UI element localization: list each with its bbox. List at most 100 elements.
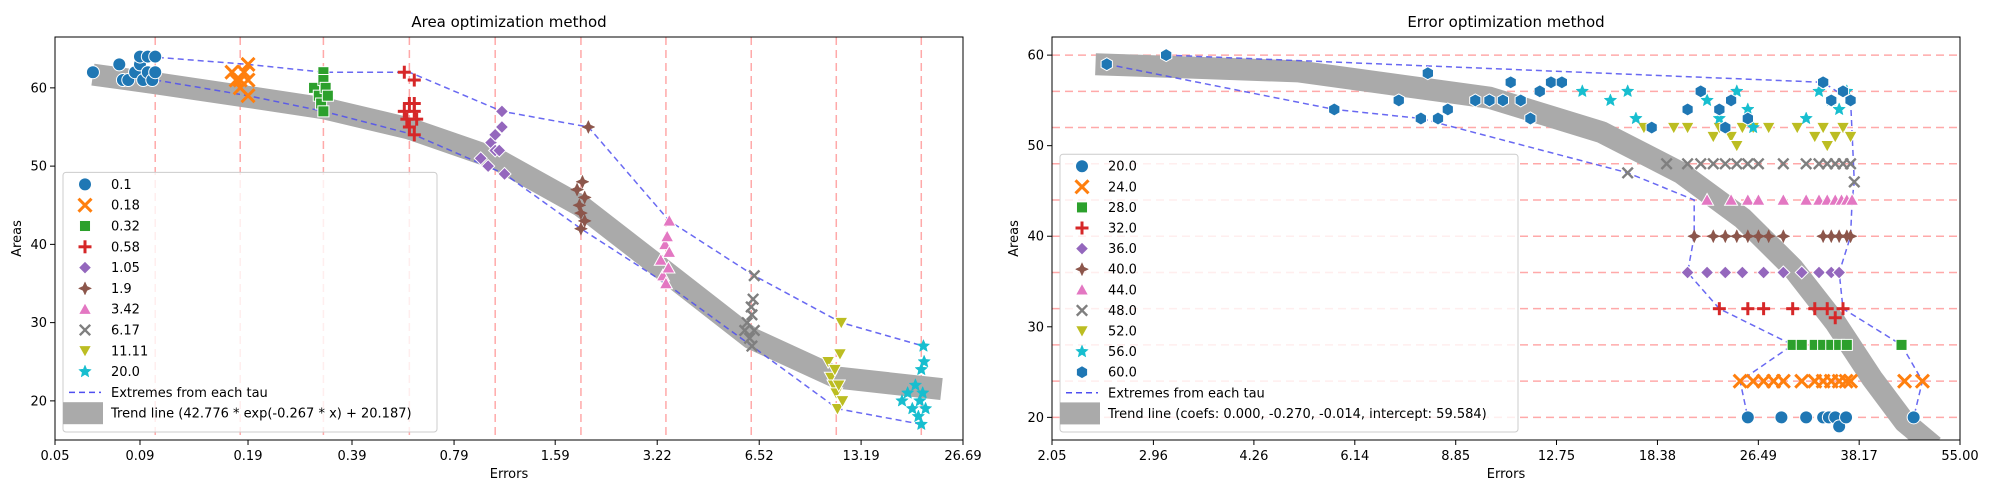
data-point <box>573 221 589 236</box>
axes-frame <box>54 36 964 441</box>
series-10 <box>1575 84 1854 134</box>
data-point <box>908 378 923 392</box>
data-point <box>1815 121 1831 136</box>
y-tick-label: 60 <box>1027 49 1044 64</box>
data-point <box>1328 102 1341 117</box>
data-point <box>914 362 929 376</box>
data-point <box>1906 410 1921 425</box>
data-point <box>1751 192 1766 206</box>
x-tick-label: 3.22 <box>643 449 672 464</box>
series-10 <box>895 338 933 431</box>
data-point <box>1700 93 1714 107</box>
legend-label: 36.0 <box>1108 242 1137 257</box>
data-point <box>402 120 416 134</box>
data-point <box>1666 121 1682 136</box>
x-tick-label: 13.19 <box>842 449 879 464</box>
data-point <box>835 395 850 409</box>
data-point <box>1575 84 1590 98</box>
data-point <box>1799 410 1814 425</box>
y-tick-label: 30 <box>1027 320 1044 335</box>
x-axis: 2.05 2.96 4.26 6.14 8.85 12.75 18.38 26.49 38.17… <box>1038 440 1979 464</box>
data-point <box>1555 75 1568 90</box>
x-tick-label: 18.38 <box>1639 449 1676 464</box>
data-point <box>1741 302 1755 316</box>
legend-label: 48.0 <box>1108 304 1137 319</box>
legend-marker <box>77 281 93 296</box>
data-point <box>831 379 847 393</box>
data-point <box>1756 265 1771 280</box>
data-point <box>575 174 590 189</box>
data-point <box>1843 229 1858 244</box>
data-point <box>569 182 585 197</box>
data-point <box>1761 121 1777 136</box>
data-point <box>1706 229 1721 244</box>
plot-area <box>1052 48 1960 440</box>
series-11 <box>1100 48 1857 135</box>
legend-marker <box>1075 344 1089 358</box>
data-point <box>1421 66 1434 81</box>
legend-label: 28.0 <box>1108 201 1137 216</box>
data-point <box>1820 302 1834 316</box>
data-point <box>236 64 252 80</box>
data-point <box>1844 157 1857 170</box>
legend-label: Trend line (42.776 * exp(-0.267 * x) + 2… <box>110 407 412 422</box>
series-1 <box>1740 410 1921 434</box>
data-point <box>1729 229 1744 244</box>
data-point <box>85 65 100 80</box>
x-tick-label: 6.52 <box>745 449 774 464</box>
data-point <box>1687 229 1702 244</box>
data-point <box>661 244 677 258</box>
data-point <box>1752 157 1765 170</box>
data-point <box>1794 373 1810 389</box>
trend-line <box>91 63 943 401</box>
data-point <box>112 57 127 72</box>
data-point <box>1719 157 1732 170</box>
data-point <box>1799 111 1813 125</box>
legend-label: 6.17 <box>111 324 140 339</box>
data-point <box>1798 192 1814 206</box>
data-point <box>397 65 411 79</box>
x-tick-label: 55.00 <box>1941 449 1978 464</box>
data-point <box>661 213 677 227</box>
legend-marker <box>78 177 92 192</box>
data-point <box>1694 157 1707 170</box>
y-tick-label: 50 <box>30 160 47 175</box>
data-point <box>1838 373 1854 389</box>
data-point <box>1844 192 1860 206</box>
data-point <box>1723 192 1739 206</box>
legend-marker <box>77 260 93 275</box>
legend-marker <box>78 364 92 378</box>
x-tick-label: 26.49 <box>1740 449 1777 464</box>
legend-label: 24.0 <box>1108 180 1137 195</box>
series-2 <box>1732 373 1930 389</box>
data-point <box>1712 302 1726 316</box>
x-axis-label: Errors <box>490 467 529 482</box>
x-tick-label: 12.75 <box>1538 449 1575 464</box>
data-point <box>1740 192 1756 206</box>
legend-marker <box>1074 241 1090 256</box>
data-point <box>745 308 758 321</box>
series-4 <box>1712 302 1850 325</box>
x-tick-label: 4.26 <box>1239 449 1268 464</box>
legend-box <box>1059 153 1519 433</box>
data-point <box>1629 111 1643 125</box>
series-3 <box>1786 338 1908 351</box>
legend-marker <box>77 345 93 359</box>
data-point <box>1840 338 1853 351</box>
plot-area <box>85 37 943 440</box>
data-point <box>410 112 424 126</box>
x-tick-label: 0.09 <box>126 449 155 464</box>
data-point <box>1723 130 1739 145</box>
data-point <box>1827 130 1843 145</box>
data-point <box>1775 192 1791 206</box>
legend-marker <box>1075 221 1089 235</box>
data-point <box>827 363 843 378</box>
data-point <box>494 119 510 135</box>
legend-marker <box>77 301 93 315</box>
data-point <box>1786 302 1800 316</box>
data-point <box>658 275 674 290</box>
data-point <box>1645 120 1658 135</box>
series-5 <box>473 104 512 182</box>
data-point <box>581 119 596 135</box>
